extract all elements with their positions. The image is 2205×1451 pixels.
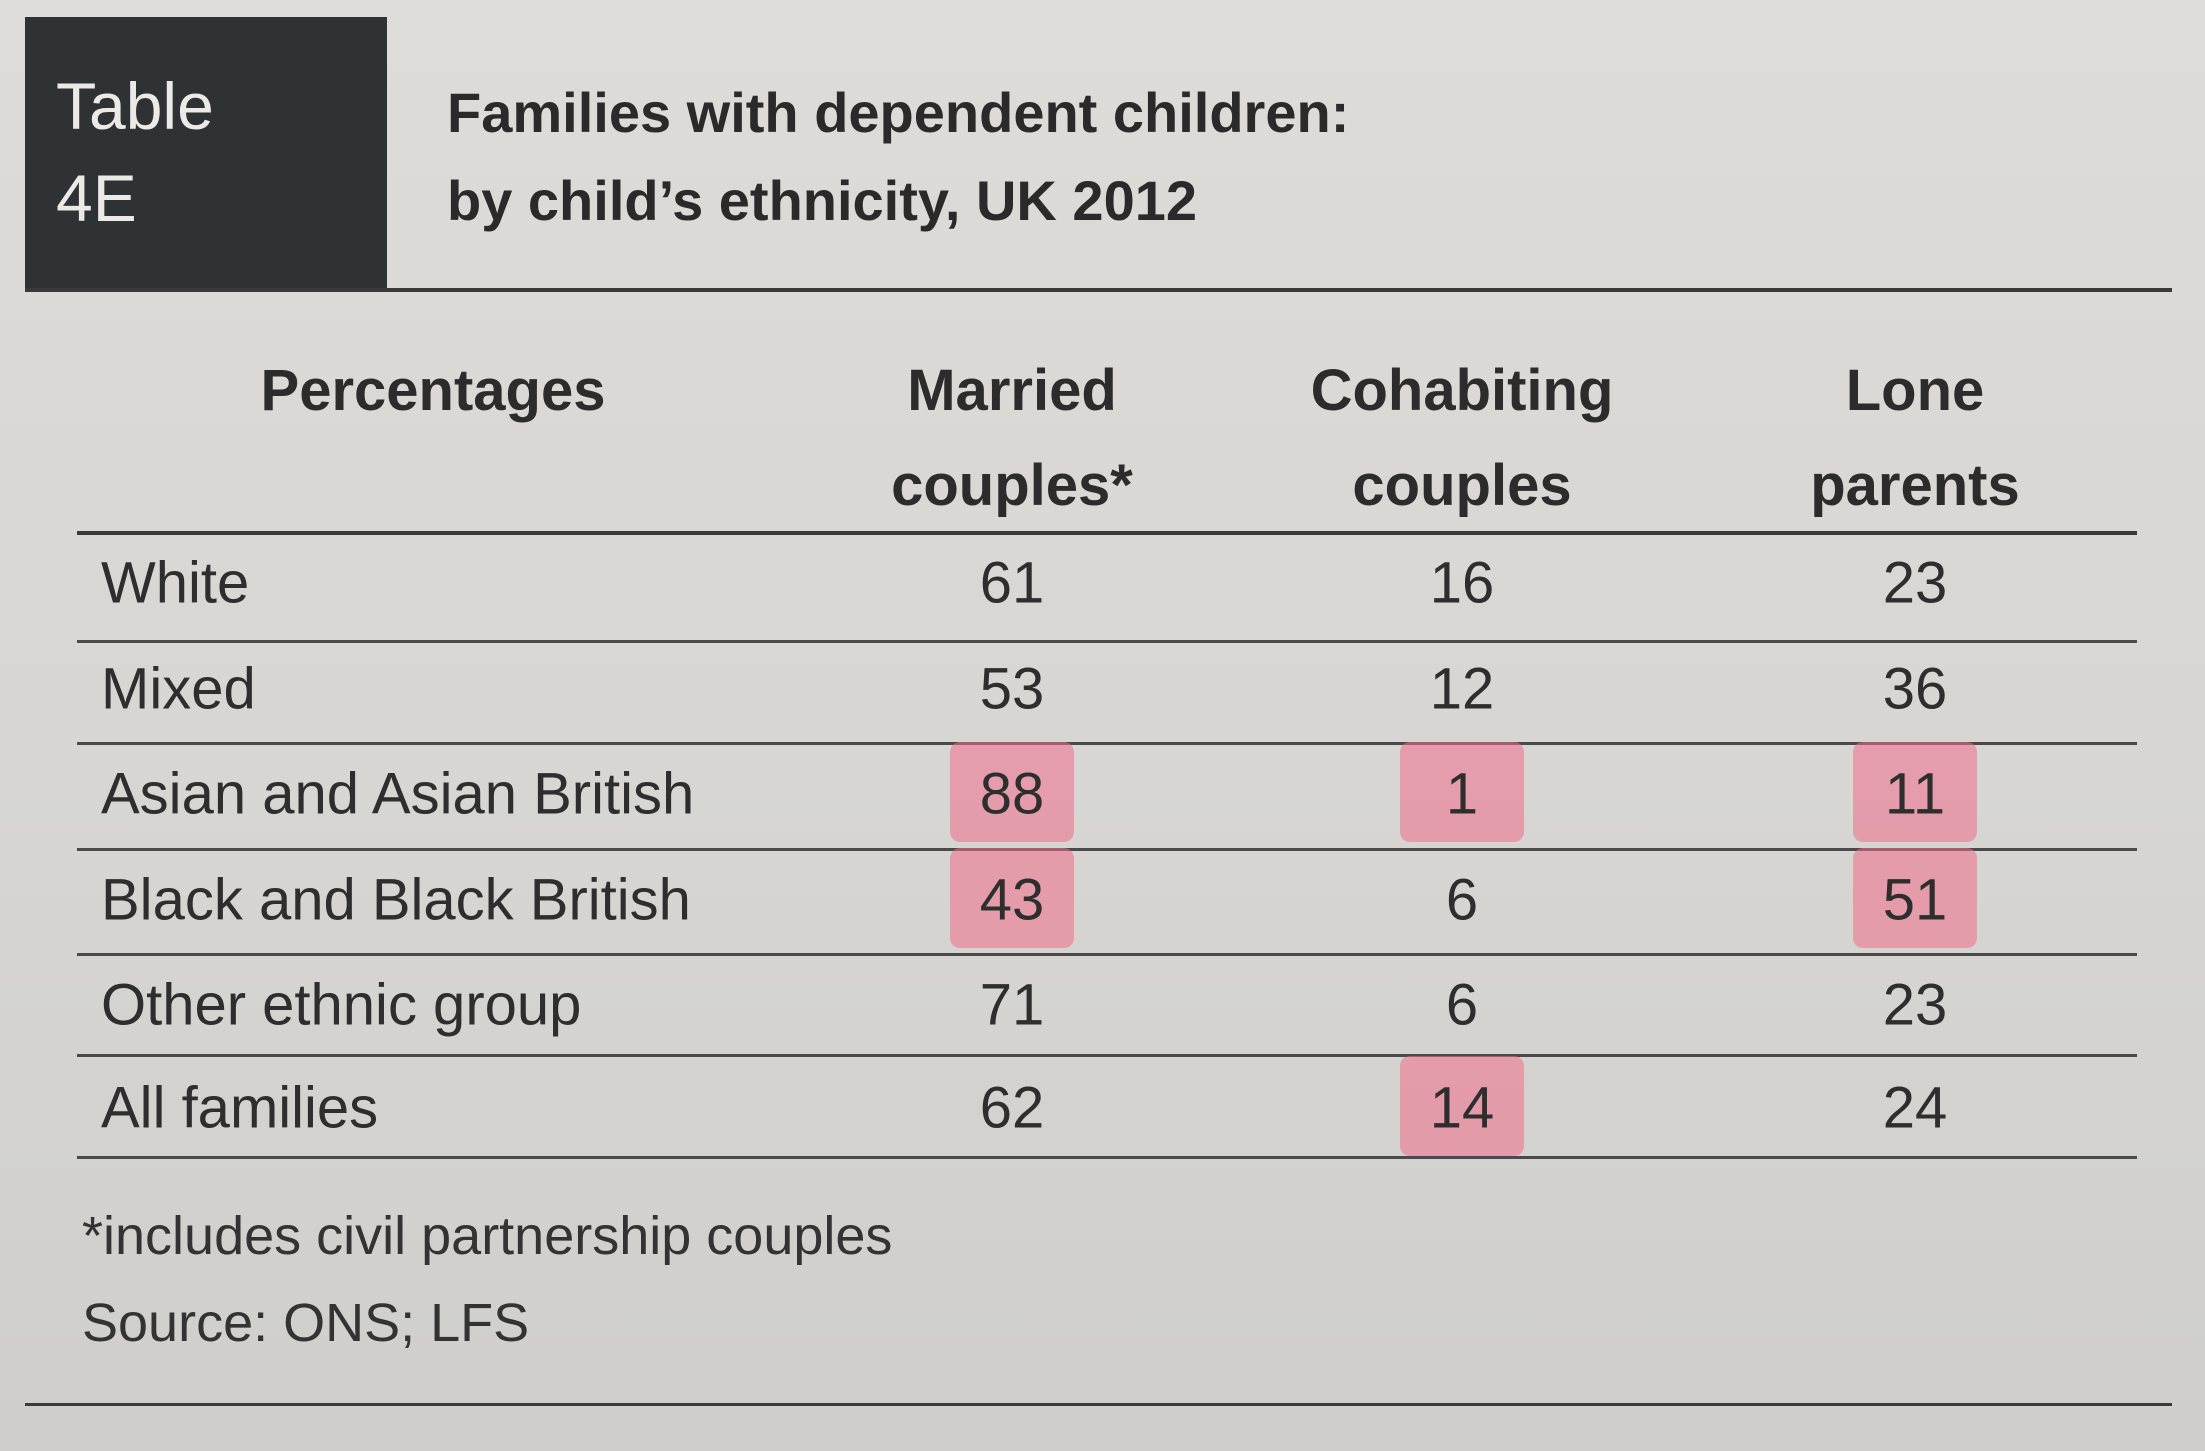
row-rule (77, 1156, 2137, 1159)
table-cell: 62 (979, 1075, 1045, 1141)
column-header: couples (1352, 453, 1572, 518)
footnote: *includes civil partnership couples (82, 1206, 893, 1266)
table-cell: 71 (979, 972, 1045, 1038)
table-cell: 43 (979, 867, 1045, 933)
row-label: White (101, 550, 250, 616)
table-cell: 1 (1445, 761, 1479, 827)
column-header: Percentages (260, 358, 606, 423)
table-badge (25, 17, 387, 288)
table-cell: 11 (1884, 761, 1946, 827)
table-cell: 23 (1882, 972, 1948, 1038)
title-line: Families with dependent children: (447, 81, 1350, 144)
table-cell: 36 (1882, 656, 1948, 722)
row-rule (77, 1054, 2137, 1057)
table-cell: 51 (1882, 867, 1948, 933)
column-header: Lone (1845, 358, 1985, 423)
highlight (950, 848, 1074, 948)
highlight (1853, 742, 1977, 842)
row-label: Other ethnic group (101, 972, 582, 1038)
table-cell: 88 (979, 761, 1045, 827)
rule (25, 288, 2172, 292)
row-label: All families (101, 1075, 379, 1141)
table-cell: 6 (1445, 867, 1479, 933)
highlight (1400, 742, 1524, 842)
row-rule (77, 848, 2137, 851)
rule (77, 531, 2137, 535)
source: Source: ONS; LFS (82, 1293, 530, 1353)
highlight (950, 742, 1074, 842)
badge-label: Table (56, 69, 214, 143)
highlight (1400, 1056, 1524, 1156)
row-label: Black and Black British (101, 867, 691, 933)
rule (25, 1403, 2172, 1406)
column-header: Married (907, 358, 1117, 423)
column-header: couples* (891, 453, 1133, 518)
row-rule (77, 953, 2137, 956)
column-header: parents (1810, 453, 2020, 518)
table-cell: 14 (1429, 1075, 1495, 1141)
row-rule (77, 640, 2137, 643)
column-header: Cohabiting (1310, 358, 1614, 423)
table-cell: 23 (1882, 550, 1948, 616)
table-cell: 16 (1429, 550, 1495, 616)
highlight (1853, 848, 1977, 948)
table-cell: 6 (1445, 972, 1479, 1038)
table-cell: 12 (1429, 656, 1495, 722)
row-label: Asian and Asian British (101, 761, 695, 827)
table-cell: 24 (1882, 1075, 1948, 1141)
row-label: Mixed (101, 656, 256, 722)
table-cell: 61 (979, 550, 1045, 616)
table-cell: 53 (979, 656, 1045, 722)
badge-number: 4E (56, 161, 137, 235)
title-line: by child’s ethnicity, UK 2012 (447, 169, 1198, 232)
row-rule (77, 742, 2137, 745)
